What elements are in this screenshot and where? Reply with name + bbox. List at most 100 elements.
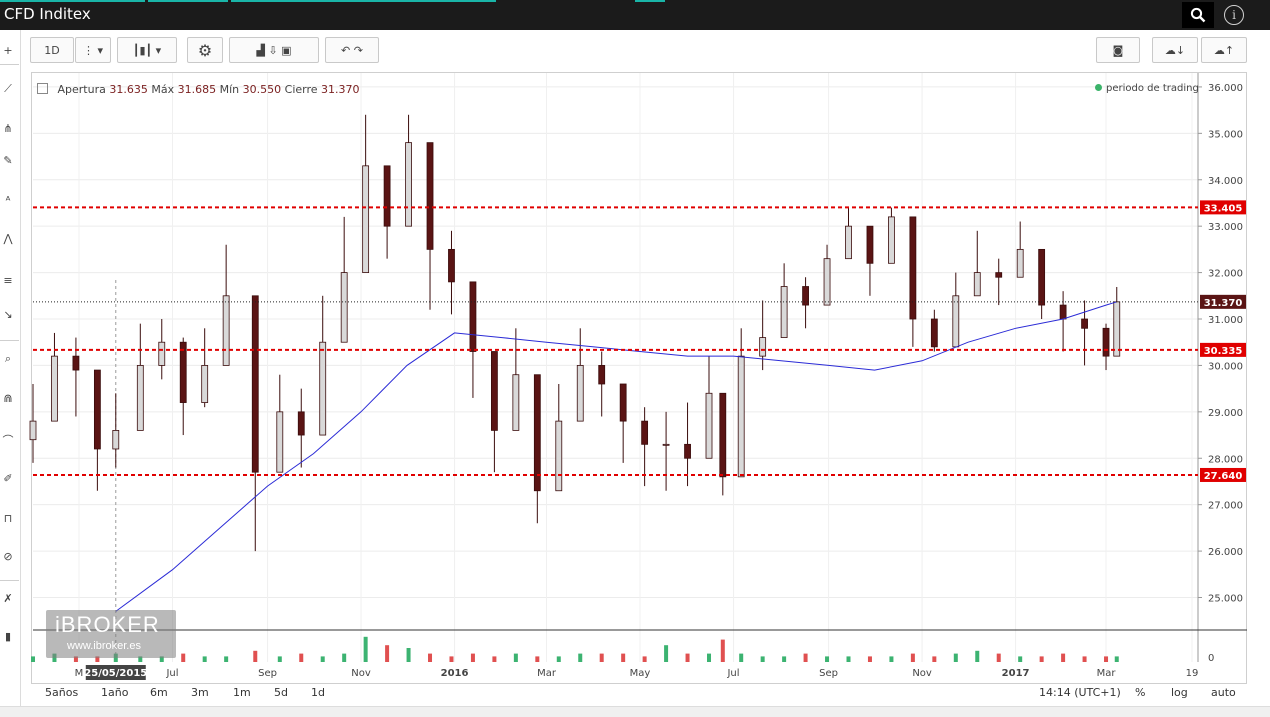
volume-bar (760, 656, 765, 662)
volume-bar (513, 653, 518, 662)
level-price-tag (1200, 342, 1246, 357)
candle-body (362, 165, 370, 273)
level-price-label: 30.335 (1204, 346, 1243, 357)
fib-tool-icon[interactable]: ≡ (3, 274, 13, 287)
undo-redo-group[interactable]: ↶ ↷ (325, 37, 379, 63)
cloud-download-icon: ☁↓ (1164, 43, 1186, 57)
level-price-tag (1200, 200, 1246, 215)
pitchfork-tool-icon[interactable]: ⋔ (3, 122, 13, 135)
candle-body (845, 225, 852, 260)
indicators-group[interactable]: ▟ ⇩ ▣ (229, 37, 319, 63)
range-6m-button[interactable]: 6m (150, 686, 168, 699)
volume-bar (953, 653, 958, 662)
range-5d-button[interactable]: 5d (274, 686, 288, 699)
brush-tool-icon[interactable]: ✎ (3, 154, 13, 167)
close-label: Cierre (284, 83, 318, 96)
trendline-tool-icon[interactable]: ⟋ (4, 82, 12, 95)
volume-bar (556, 656, 561, 662)
wrench-icon[interactable]: ✗ (3, 592, 13, 605)
range-1m-button[interactable]: 1m (233, 686, 251, 699)
volume-bar (428, 653, 433, 662)
volume-bar (95, 656, 100, 662)
candle-body (222, 295, 230, 366)
text-tool-icon[interactable]: ᴬ (5, 194, 11, 207)
volume-bar (642, 656, 647, 662)
volume-bar (996, 653, 1001, 662)
title-bar-accent (148, 0, 228, 2)
range-3m-button[interactable]: 3m (191, 686, 209, 699)
x-tick-label: 2016 (441, 668, 469, 679)
candle-body (823, 258, 831, 306)
log-toggle[interactable]: log (1171, 686, 1188, 699)
chart-style-button[interactable]: ┃▮┃ ▾ (117, 37, 177, 63)
collapse-legend-icon[interactable] (37, 83, 48, 94)
volume-bar (342, 653, 347, 662)
range-5y-button[interactable]: 5años (45, 686, 79, 699)
crosshair-tool-icon[interactable]: + (3, 44, 13, 57)
crosshair-date-box (85, 665, 146, 680)
volume-bar (720, 639, 725, 662)
range-1d-button[interactable]: 1d (311, 686, 325, 699)
volume-axis-label: 0 (1208, 653, 1214, 664)
candle-body (276, 411, 284, 473)
volume-bar (889, 656, 894, 662)
pattern-tool-icon[interactable]: ⋀ (3, 232, 13, 245)
candle-body (952, 295, 960, 348)
close-value: 31.370 (321, 83, 360, 96)
hide-drawings-icon[interactable]: ⊘ (3, 550, 13, 563)
candle-body (383, 165, 391, 227)
x-tick-label: Jul (726, 668, 739, 679)
measure-tool-icon[interactable]: ↘ (3, 308, 13, 321)
settings-button[interactable]: ⚙ (187, 37, 223, 63)
chart-frame[interactable] (31, 72, 1247, 684)
range-1y-button[interactable]: 1año (101, 686, 129, 699)
interval-dropdown[interactable]: ⋮ ▾ (75, 37, 111, 63)
stay-drawing-icon[interactable]: ⌒ (2, 434, 14, 447)
candle-body (469, 281, 477, 352)
zoom-tool-icon[interactable]: ⌕ (4, 352, 12, 365)
chart-toolbar: 1D ⋮ ▾ ┃▮┃ ▾ ⚙ ▟ ⇩ ▣ ↶ ↷ ◙ ☁↓ ☁↑ (21, 33, 1250, 69)
volume-bar (782, 656, 787, 662)
candle-body (1081, 318, 1088, 329)
candle-body (759, 337, 767, 357)
y-tick-label: 31.000 (1208, 315, 1243, 326)
watermark-background (46, 610, 176, 658)
search-icon (1190, 7, 1206, 23)
candle-body (201, 365, 209, 403)
x-tick-label: Jul (165, 668, 178, 679)
volume-bar (739, 653, 744, 662)
magnet-tool-icon[interactable]: ⋒ (3, 392, 13, 405)
volume-bar (621, 653, 626, 662)
candle-body (179, 341, 187, 403)
x-tick-label: Nov (912, 668, 932, 679)
lock-icon[interactable]: ⊓ (3, 512, 13, 525)
title-bar-accent (635, 0, 665, 2)
trash-icon[interactable]: ▮ (4, 630, 12, 643)
info-button[interactable]: i (1224, 5, 1244, 25)
x-tick-label: M (75, 668, 84, 679)
candle-body (512, 374, 520, 431)
candle-body (29, 420, 37, 441)
volume-bar (535, 656, 540, 662)
candle-body (158, 341, 166, 366)
candle-body (576, 365, 584, 422)
candle-body (737, 355, 745, 478)
pencil-icon[interactable]: ✐ (3, 472, 13, 485)
volume-bar (1114, 656, 1119, 662)
candle-body (405, 142, 412, 227)
load-layout-button[interactable]: ☁↓ (1152, 37, 1198, 63)
auto-toggle[interactable]: auto (1211, 686, 1236, 699)
candle-body (251, 295, 259, 473)
save-layout-button[interactable]: ☁↑ (1201, 37, 1247, 63)
level-price-tag (1200, 467, 1246, 482)
volume-bar (803, 653, 808, 662)
candle-body (866, 225, 874, 264)
search-button[interactable] (1182, 2, 1214, 28)
gear-icon: ⚙ (197, 40, 213, 60)
percent-toggle[interactable]: % (1135, 686, 1146, 699)
interval-button[interactable]: 1D (30, 37, 74, 63)
snapshot-button[interactable]: ◙ (1096, 37, 1140, 63)
volume-bar (406, 648, 411, 662)
candle-body (995, 272, 1003, 278)
